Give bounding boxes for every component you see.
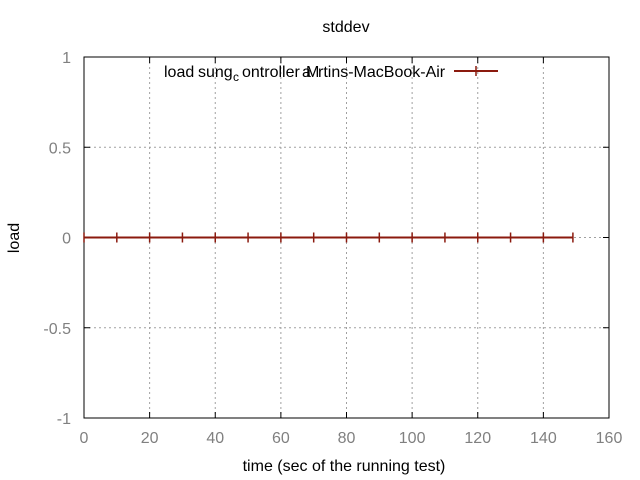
x-tick-label: 20 — [141, 430, 159, 447]
legend-label-part5: M — [306, 64, 319, 81]
x-tick-labels: 0 20 40 60 80 100 120 140 160 — [80, 430, 623, 447]
x-tick-label: 120 — [464, 430, 491, 447]
x-tick-label: 60 — [272, 430, 290, 447]
y-tick-label: 1 — [62, 50, 71, 67]
y-tick-label: 0 — [62, 231, 71, 248]
y-tick-label: -1 — [57, 411, 71, 428]
legend-label-part1: load — [164, 64, 194, 81]
chart-title: stddev — [322, 19, 369, 36]
y-tick-label: -0.5 — [43, 321, 71, 338]
series-layer — [83, 232, 574, 243]
y-tick-labels: 1 0.5 0 -0.5 -1 — [43, 50, 71, 428]
y-tick-label: 0.5 — [49, 140, 71, 157]
legend-label-part3: ontroller — [242, 64, 300, 81]
legend-label-part4: a — [302, 64, 311, 81]
legend-label-part6: rtins-MacBook-Air — [318, 64, 446, 81]
x-tick-label: 0 — [80, 430, 89, 447]
x-tick-label: 140 — [530, 430, 557, 447]
x-tick-label: 100 — [399, 430, 426, 447]
x-axis-title: time (sec of the running test) — [243, 458, 446, 475]
y-axis-title: load — [6, 223, 23, 253]
legend-line-sample — [454, 66, 498, 76]
legend: load sung c ontroller a M rtins-MacBook-… — [164, 64, 498, 84]
legend-label-subscript: c — [233, 70, 239, 84]
x-tick-label: 80 — [338, 430, 356, 447]
legend-label-part2: sung — [198, 64, 233, 81]
x-tick-label: 160 — [596, 430, 623, 447]
x-tick-label: 40 — [206, 430, 224, 447]
